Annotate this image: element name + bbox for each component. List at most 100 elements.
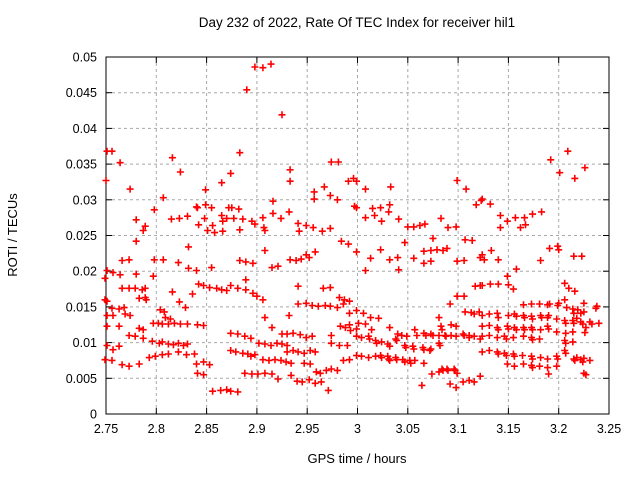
data-point — [555, 299, 563, 307]
data-point — [509, 334, 517, 342]
data-point — [139, 227, 147, 234]
data-point — [578, 252, 586, 260]
data-point — [204, 227, 212, 234]
data-point — [158, 338, 166, 346]
data-point — [410, 223, 418, 231]
data-point — [582, 371, 590, 379]
tick-labels: 2.75 2.8 2.85 2.9 2.95 3 3.05 3.1 3.15 3.2 3.25 0 0.… — [66, 51, 621, 437]
data-point — [494, 326, 502, 334]
data-point — [265, 356, 273, 364]
data-point — [131, 284, 139, 292]
data-point — [219, 217, 227, 225]
data-point — [108, 147, 116, 155]
data-point — [344, 177, 352, 185]
data-point — [446, 380, 454, 388]
data-point — [393, 356, 401, 364]
data-point — [512, 265, 520, 273]
data-point — [453, 257, 461, 265]
data-points — [101, 60, 603, 396]
data-point — [493, 334, 501, 342]
data-point — [546, 244, 554, 252]
data-point — [248, 370, 256, 378]
data-point — [529, 315, 536, 323]
y-tick-label: 0.035 — [66, 158, 97, 172]
data-point — [453, 292, 461, 300]
data-point — [468, 237, 476, 244]
data-point — [236, 257, 244, 264]
data-point — [579, 320, 587, 328]
data-point — [166, 315, 174, 323]
data-point — [486, 200, 494, 208]
data-point — [410, 345, 418, 353]
data-point — [101, 356, 109, 364]
data-point — [234, 284, 242, 292]
data-point — [103, 297, 111, 305]
data-point — [241, 369, 249, 377]
data-point — [274, 375, 282, 383]
data-point — [470, 332, 478, 340]
data-point — [174, 259, 182, 267]
data-point — [494, 314, 502, 322]
data-point — [310, 188, 318, 196]
data-point — [427, 257, 435, 265]
data-point — [278, 340, 286, 348]
data-point — [242, 286, 250, 294]
data-point — [285, 208, 293, 216]
data-point — [218, 212, 226, 219]
data-point — [478, 251, 486, 259]
x-tick-label: 3.05 — [396, 422, 420, 436]
data-point — [478, 348, 486, 356]
data-point — [443, 365, 451, 373]
data-point — [460, 332, 468, 339]
data-point — [565, 284, 573, 292]
data-point — [109, 269, 117, 277]
data-point — [562, 339, 570, 347]
data-point — [386, 201, 394, 209]
data-point — [580, 354, 588, 362]
data-point — [327, 339, 335, 347]
data-point — [536, 362, 544, 370]
data-point — [211, 229, 219, 237]
y-tick-label: 0.025 — [66, 229, 97, 243]
data-point — [439, 247, 447, 254]
data-point — [427, 247, 435, 254]
y-tick-label: 0.03 — [73, 193, 97, 207]
data-point — [336, 322, 344, 330]
data-point — [504, 312, 512, 319]
data-point — [462, 185, 470, 193]
data-point — [261, 227, 269, 234]
data-point — [251, 220, 259, 228]
data-point — [561, 296, 569, 304]
data-point — [503, 360, 511, 368]
data-point — [478, 312, 486, 319]
data-point — [302, 222, 310, 229]
data-point — [228, 204, 236, 212]
data-point — [269, 209, 277, 217]
data-point — [320, 183, 328, 191]
data-point — [427, 345, 435, 353]
data-point — [254, 370, 262, 378]
data-point — [267, 342, 275, 349]
data-point — [563, 304, 571, 312]
data-point — [121, 310, 129, 318]
data-point — [227, 282, 235, 289]
data-point — [447, 321, 455, 329]
data-point — [109, 312, 117, 319]
data-point — [135, 294, 143, 302]
data-point — [326, 192, 334, 199]
data-point — [286, 166, 294, 174]
data-point — [169, 341, 177, 349]
data-point — [512, 312, 520, 320]
data-point — [358, 352, 365, 360]
data-point — [335, 294, 343, 302]
data-point — [378, 338, 386, 346]
data-point — [403, 332, 411, 340]
data-point — [227, 329, 235, 337]
data-point — [394, 330, 402, 338]
data-point — [444, 366, 452, 374]
data-point — [411, 356, 419, 364]
data-point — [259, 296, 267, 304]
data-point — [327, 158, 335, 166]
data-point — [302, 334, 310, 342]
data-point — [520, 360, 527, 368]
